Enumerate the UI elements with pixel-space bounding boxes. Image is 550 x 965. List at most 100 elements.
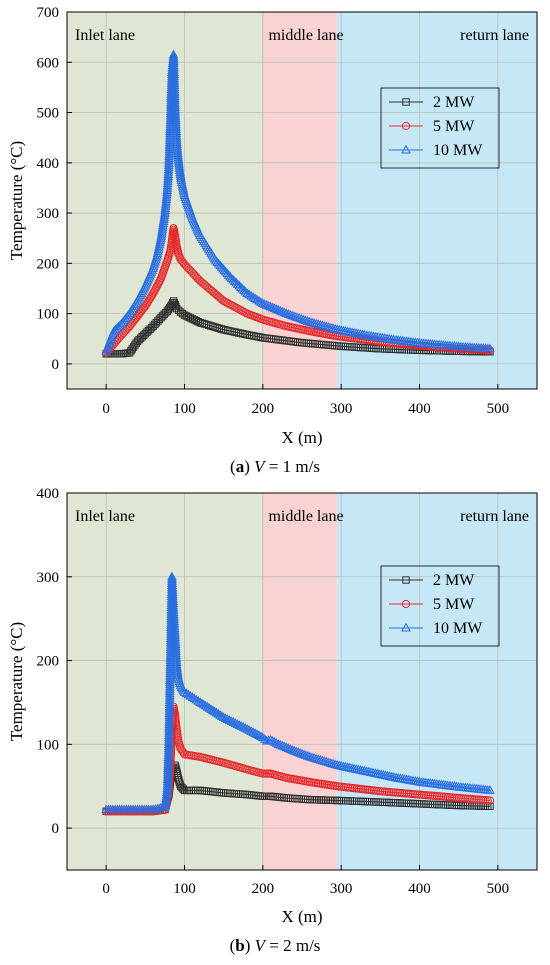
data-point [164, 133, 175, 142]
data-point [163, 160, 174, 169]
data-point [275, 305, 286, 315]
data-point [162, 182, 173, 192]
x-axis-label: X (m) [281, 428, 322, 447]
data-point [301, 750, 311, 759]
data-point [309, 318, 319, 327]
data-point [162, 785, 173, 794]
legend-box [380, 87, 500, 169]
data-point [161, 192, 172, 201]
data-point [197, 698, 207, 708]
legend-label: 5 MW [433, 596, 475, 613]
data-point [161, 198, 171, 208]
legend-box [380, 565, 500, 647]
data-point [163, 173, 173, 183]
legend-marker [402, 576, 410, 584]
data-point [242, 724, 253, 733]
data-point [273, 305, 284, 314]
data-point [317, 320, 328, 330]
data-point [155, 237, 165, 247]
data-point [252, 729, 262, 738]
data-point [165, 670, 175, 680]
data-point [275, 739, 286, 749]
data-point [164, 142, 175, 151]
data-point [165, 106, 176, 116]
data-point [315, 754, 326, 764]
y-axis-label: Temperature (°C) [7, 622, 26, 741]
data-point [228, 274, 238, 284]
data-point [165, 659, 176, 669]
data-point [128, 345, 136, 353]
data-point [246, 290, 256, 300]
data-point [315, 319, 326, 329]
data-point [164, 730, 174, 740]
data-point [164, 728, 174, 737]
data-point [211, 707, 222, 717]
data-point [330, 323, 340, 333]
data-point [176, 177, 187, 187]
data-point [237, 283, 248, 293]
x-tick-label: 0 [102, 401, 110, 417]
data-point [287, 310, 298, 320]
data-point [242, 288, 253, 297]
data-point [215, 709, 225, 719]
y-tick-label: 400 [37, 156, 60, 172]
data-point [156, 230, 167, 240]
data-point [238, 722, 249, 731]
data-point [231, 277, 242, 287]
data-point [162, 180, 173, 190]
data-point [226, 273, 237, 282]
data-point [164, 714, 175, 724]
data-point [230, 718, 241, 727]
data-point [165, 668, 176, 678]
data-point [165, 681, 175, 691]
x-tick-label: 100 [173, 881, 196, 897]
data-point [164, 135, 175, 145]
data-point [220, 713, 231, 723]
legend-label: 2 MW [433, 572, 475, 589]
y-tick-label: 700 [37, 5, 60, 21]
data-point [330, 759, 340, 769]
data-point [254, 730, 264, 740]
y-tick-label: 300 [37, 570, 60, 586]
data-point [178, 185, 189, 195]
data-point [164, 725, 174, 735]
data-point [165, 672, 175, 682]
data-point [161, 791, 172, 801]
chart-panel-a: Inlet lane middle lane return lane 0 100 200 3… [7, 5, 538, 476]
data-point [277, 306, 288, 316]
data-point [229, 276, 240, 285]
data-point [176, 175, 187, 184]
data-point [313, 754, 324, 763]
data-point [217, 711, 227, 720]
data-point [326, 758, 336, 767]
data-point [326, 322, 336, 332]
data-point [164, 723, 174, 733]
data-point [163, 763, 173, 772]
data-point [319, 320, 330, 330]
data-point [265, 301, 276, 311]
y-tick-label: 400 [37, 486, 60, 502]
panel-caption: (a) V = 1 m/s [230, 457, 320, 476]
data-point [164, 697, 175, 706]
data-point [304, 316, 315, 326]
data-point [165, 657, 176, 667]
data-point [269, 737, 280, 746]
data-point [156, 228, 167, 238]
data-point [246, 726, 256, 735]
legend-marker [401, 144, 411, 154]
data-point [165, 675, 175, 684]
x-tick-label: 400 [408, 401, 431, 417]
data-point [187, 692, 198, 701]
data-point [283, 743, 294, 753]
data-point [181, 688, 192, 698]
data-point [281, 742, 292, 752]
data-point [294, 313, 305, 322]
data-point [292, 312, 302, 321]
data-point [279, 307, 290, 317]
data-point [164, 706, 175, 715]
series-10-mw [101, 49, 495, 355]
data-point [164, 153, 174, 163]
data-point [303, 750, 313, 760]
data-point [163, 745, 174, 755]
